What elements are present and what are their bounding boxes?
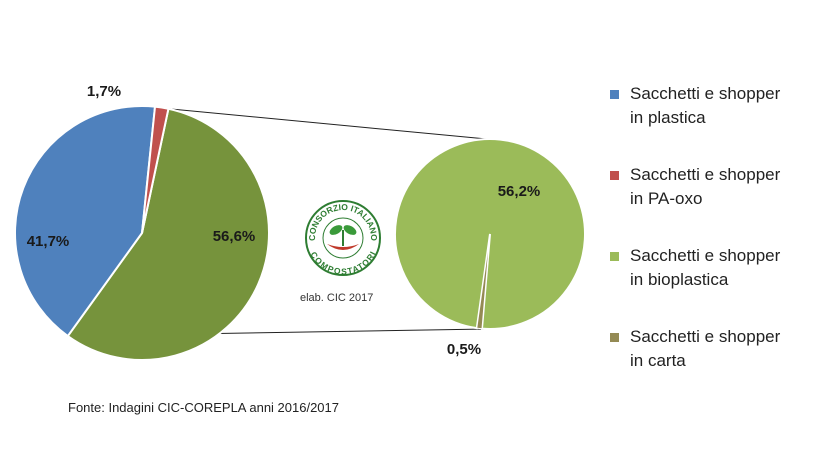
main-pie [14,105,270,361]
breakout-pie-slice [476,233,491,330]
legend-item: Sacchetti e shopper in PA-oxo [608,163,820,244]
main-pie-slice [66,107,270,361]
legend-swatch [610,90,619,99]
legend-swatch [610,252,619,261]
slice-label: 56,2% [498,183,541,200]
legend: Sacchetti e shopper in plastica Sacchetti … [608,82,820,406]
legend-label: Sacchetti e shopper in bioplastica [630,246,781,289]
cic-logo: CONSORZIO ITALIANO COMPOSTATORI [305,200,381,276]
slice-labels: 41,7% 1,7% 56,6% 56,2% 0,5% [27,83,541,358]
legend-item: Sacchetti e shopper in plastica [608,82,820,163]
connector-line [168,108,487,140]
legend-label: Sacchetti e shopper in carta [630,327,781,370]
legend-item: Sacchetti e shopper in carta [608,325,820,406]
legend-swatch [610,333,619,342]
credit-text: elab. CIC 2017 [300,292,374,304]
legend-label: Sacchetti e shopper in plastica [630,84,781,127]
slice-label: 56,6% [213,228,256,245]
slice-label: 1,7% [87,83,121,100]
legend-item: Sacchetti e shopper in bioplastica [608,244,820,325]
main-pie-slice [14,105,157,338]
legend-swatch [610,171,619,180]
slice-label: 0,5% [447,341,481,358]
breakout-pie [394,138,586,330]
slice-label: 41,7% [27,233,70,250]
legend-label: Sacchetti e shopper in PA-oxo [630,165,781,208]
source-text: Fonte: Indagini CIC-COREPLA anni 2016/20… [68,400,340,415]
main-pie-slice [141,105,170,234]
